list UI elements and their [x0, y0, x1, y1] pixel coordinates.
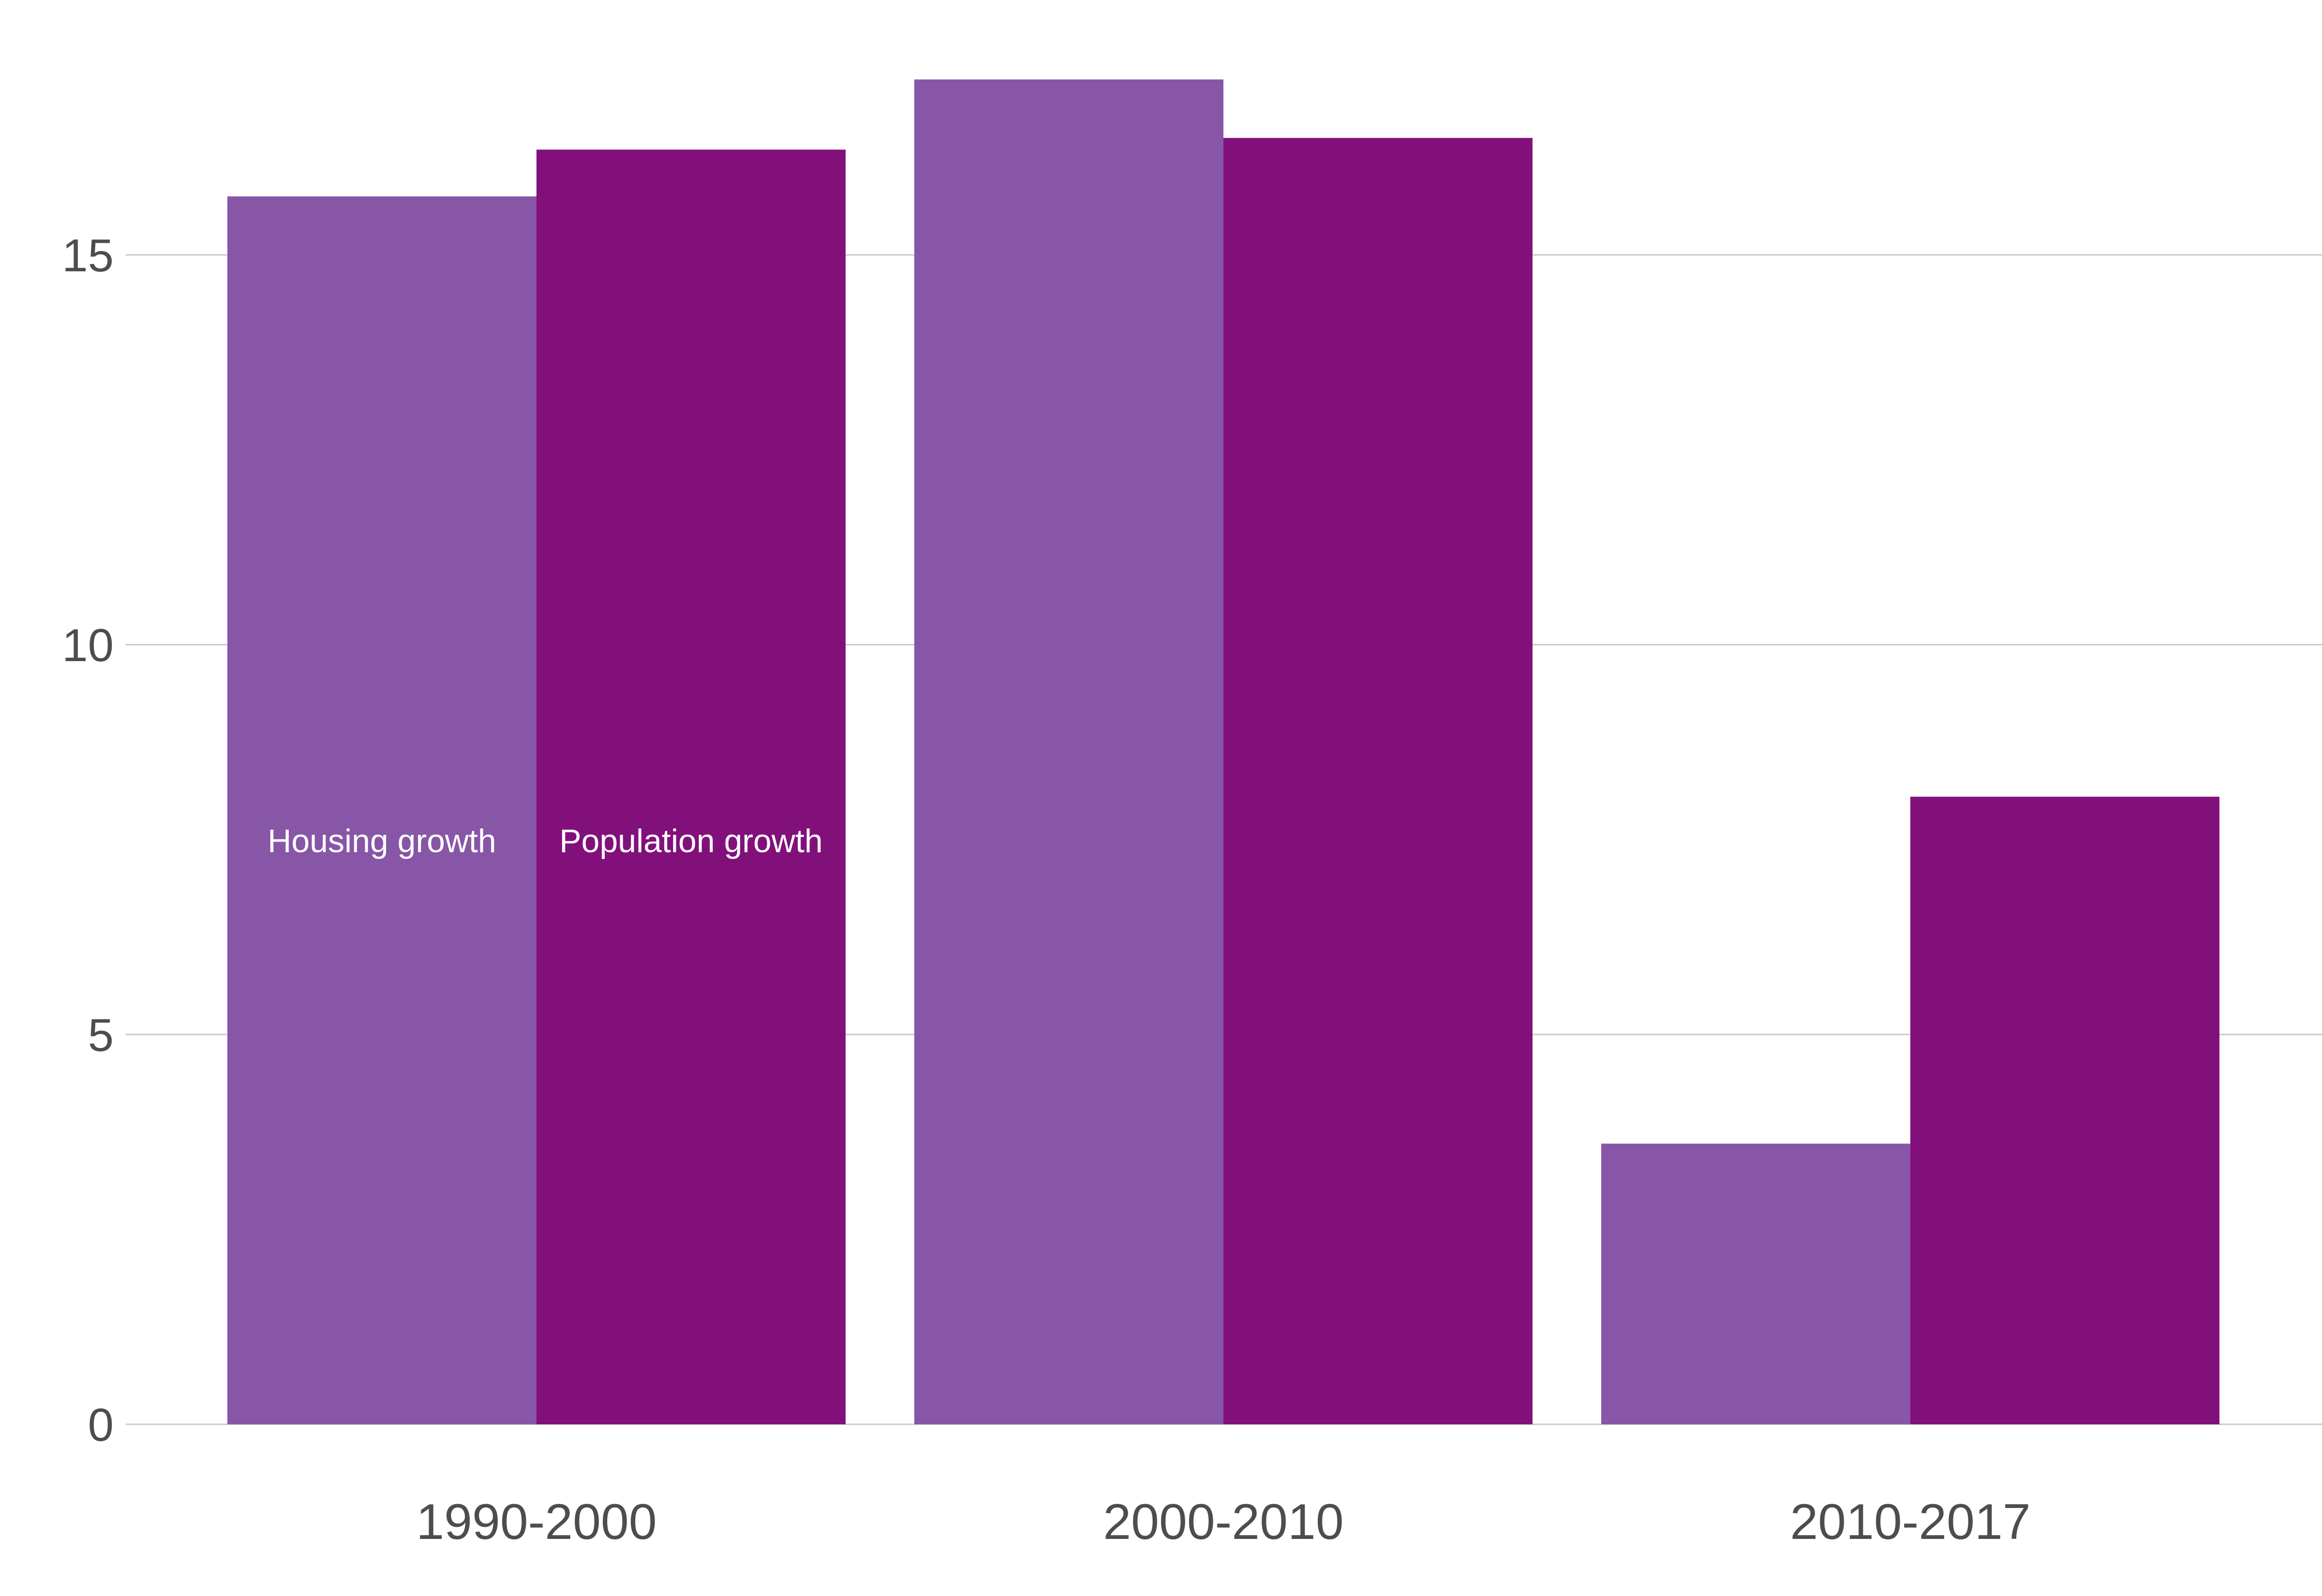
y-tick-label: 10	[62, 620, 114, 671]
x-category-label: 1990-2000	[416, 1494, 656, 1550]
x-category-label: 2010-2017	[1790, 1494, 2030, 1550]
bar-housing-growth-2010-2017	[1601, 1143, 1910, 1424]
y-tick-label: 0	[88, 1399, 114, 1451]
series-labels: Housing growth Population growth	[268, 823, 822, 859]
bar-population-growth-2010-2017	[1910, 797, 2219, 1424]
x-axis-labels: 1990-2000 2000-2010 2010-2017	[416, 1494, 2030, 1550]
y-axis-ticks: 0 5 10 15	[62, 230, 114, 1451]
series-label-housing-growth: Housing growth	[268, 823, 496, 859]
x-category-label: 2000-2010	[1103, 1494, 1343, 1550]
bars	[227, 79, 2219, 1425]
bar-housing-growth-2000-2010	[914, 79, 1223, 1424]
series-label-population-growth: Population growth	[559, 823, 822, 859]
bar-housing-growth-1990-2000	[227, 196, 536, 1424]
y-tick-label: 15	[62, 230, 114, 281]
y-tick-label: 5	[88, 1009, 114, 1061]
bar-population-growth-1990-2000	[536, 149, 846, 1425]
bar-population-growth-2000-2010	[1223, 138, 1533, 1425]
